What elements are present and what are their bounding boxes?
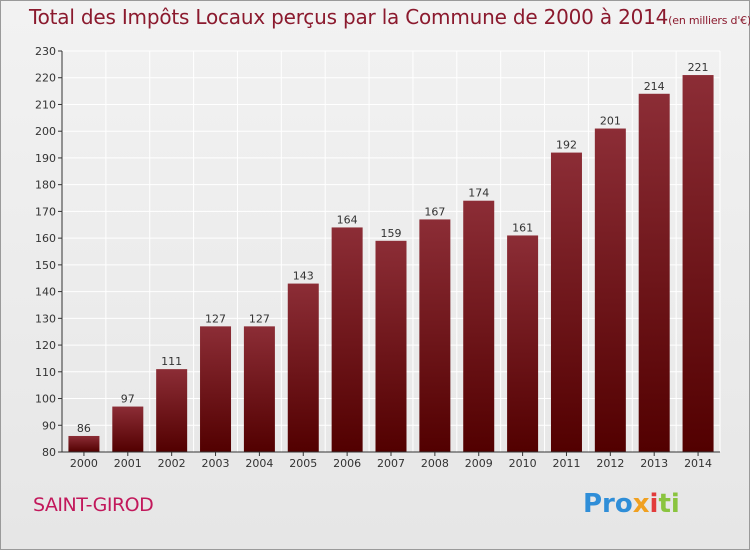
x-tick-label: 2001 [114,457,142,470]
value-label: 127 [205,312,226,325]
bar-2013 [638,93,670,453]
y-tick-label: 230 [35,45,56,58]
y-tick-label: 220 [35,72,56,85]
bar-2012 [594,128,626,452]
value-label: 221 [688,61,709,74]
bar-2001 [112,406,144,452]
x-tick-label: 2008 [421,457,449,470]
axes [58,50,720,456]
bar-2011 [550,152,582,452]
bar-2009 [463,200,495,452]
value-label: 143 [293,270,314,283]
y-tick-label: 140 [35,286,56,299]
x-tick-label: 2011 [552,457,580,470]
x-tick-label: 2006 [333,457,361,470]
labels: 80 90 100 110 120 130 140 150 160 170 180 190 200 210… [35,45,712,470]
y-tick-label: 110 [35,366,56,379]
bar-2002 [156,369,188,452]
brand-logo: Proxiti [583,489,680,519]
value-label: 97 [121,393,135,406]
value-label: 174 [468,187,489,200]
y-tick-label: 210 [35,98,56,111]
y-tick-label: 160 [35,232,56,245]
x-tick-label: 2005 [289,457,317,470]
value-label: 161 [512,221,533,234]
value-label: 214 [644,80,665,93]
value-label: 167 [424,205,445,218]
bar-2008 [419,219,451,452]
x-tick-label: 2000 [70,457,98,470]
value-label: 201 [600,115,621,128]
x-tick-label: 2010 [509,457,537,470]
bars [68,75,714,453]
y-tick-label: 100 [35,393,56,406]
y-tick-label: 90 [42,419,56,432]
y-tick-label: 190 [35,152,56,165]
chart-unit: (en milliers d'€) [668,14,750,27]
bar-2003 [200,326,232,452]
y-tick-label: 130 [35,312,56,325]
value-label: 159 [381,227,402,240]
commune-name: SAINT-GIROD [33,494,154,516]
x-tick-label: 2004 [245,457,273,470]
chart-title: Total des Impôts Locaux perçus par la Co… [29,5,750,29]
y-tick-label: 80 [42,446,56,459]
bar-2005 [287,283,319,452]
x-tick-label: 2014 [684,457,712,470]
value-label: 192 [556,139,577,152]
y-tick-label: 180 [35,179,56,192]
bar-2006 [331,227,363,452]
bar-2004 [243,326,275,452]
x-tick-label: 2009 [465,457,493,470]
y-tick-label: 120 [35,339,56,352]
bar-2000 [68,435,100,452]
bar-2007 [375,240,407,452]
y-tick-label: 200 [35,125,56,138]
y-tick-label: 170 [35,205,56,218]
value-label: 127 [249,312,270,325]
x-tick-label: 2002 [158,457,186,470]
x-tick-label: 2003 [202,457,230,470]
value-label: 164 [337,213,358,226]
value-label: 111 [161,355,182,368]
x-tick-label: 2013 [640,457,668,470]
y-tick-label: 150 [35,259,56,272]
x-tick-label: 2007 [377,457,405,470]
bar-2014 [682,75,714,452]
chart-title-text: Total des Impôts Locaux perçus par la Co… [29,5,669,29]
bar-2010 [507,235,539,452]
x-tick-label: 2012 [596,457,624,470]
value-label: 86 [77,422,91,435]
